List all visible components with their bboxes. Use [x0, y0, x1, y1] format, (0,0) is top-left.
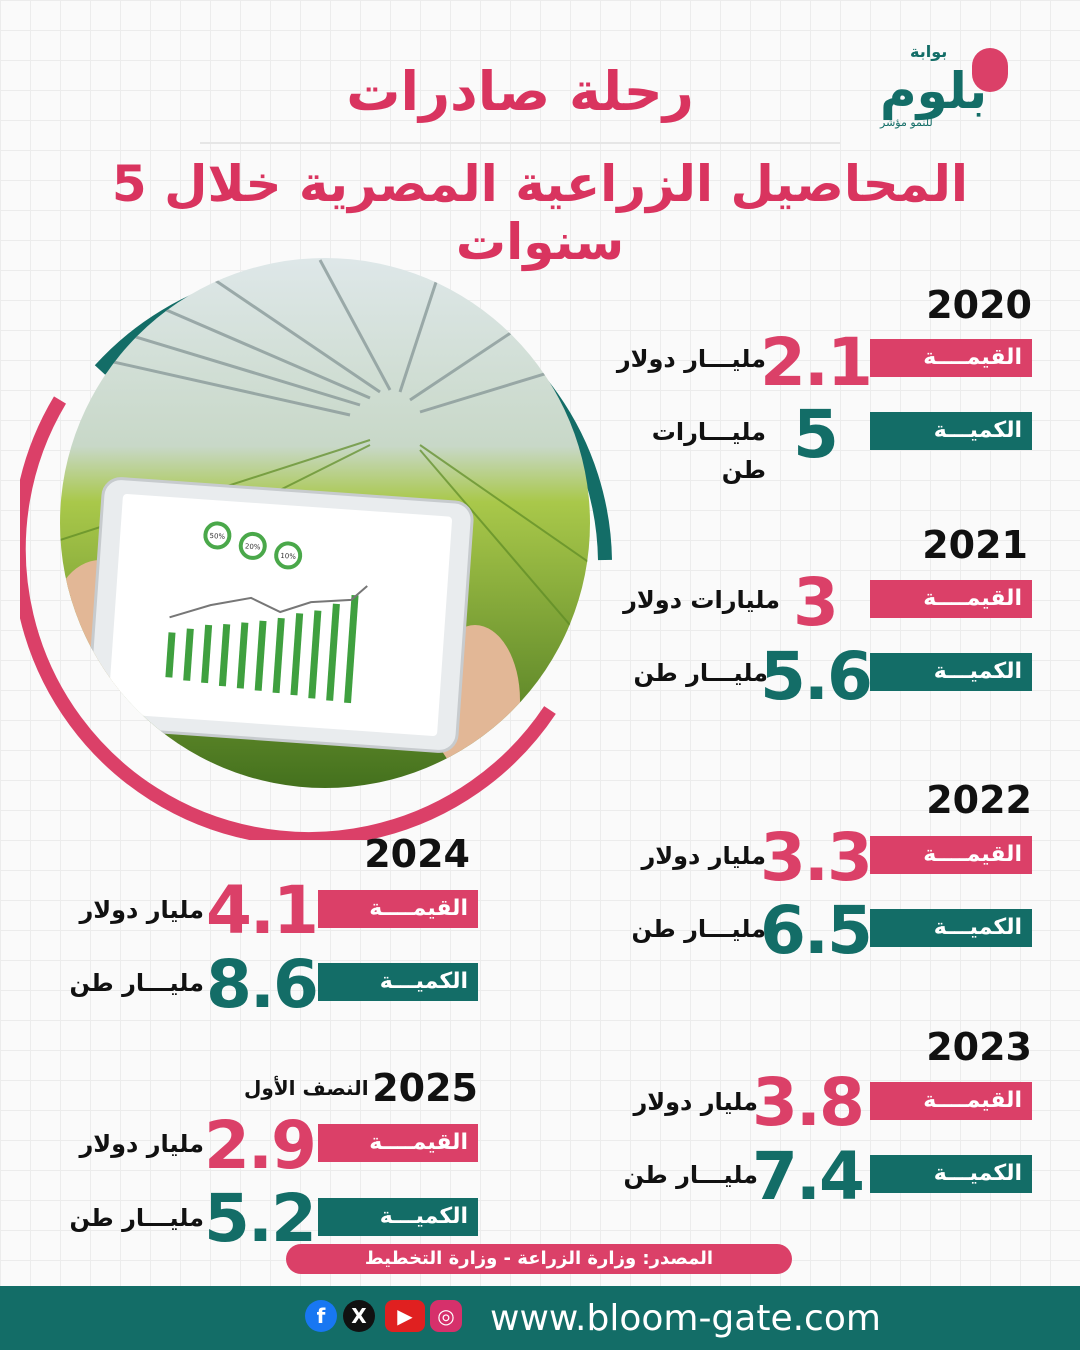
- tablet-badge: 20%: [245, 542, 261, 551]
- year-2022: 2022: [926, 778, 1032, 822]
- greenhouse-photo: 50% 20% 10%: [20, 258, 612, 840]
- value-label: القيمــــة: [870, 1082, 1032, 1120]
- facebook-icon[interactable]: f: [305, 1300, 337, 1332]
- year-2020: 2020: [926, 283, 1032, 327]
- value-number-2024: 4.1: [206, 872, 319, 949]
- quantity-unit-2021: مليـــار طن: [633, 659, 768, 687]
- quantity-number-2024: 8.6: [206, 946, 319, 1023]
- instagram-icon[interactable]: ◎: [430, 1300, 462, 1332]
- quantity-number-2025: 5.2: [204, 1180, 317, 1257]
- value-number-2020: 2.1: [760, 324, 873, 401]
- value-unit-2020: مليـــار دولار: [616, 345, 766, 373]
- quantity-unit-2022: مليـــار طن: [631, 915, 766, 943]
- value-label: القيمــــة: [318, 890, 478, 928]
- quantity-number-2023: 7.4: [752, 1138, 865, 1215]
- year-2025: 2025: [372, 1066, 478, 1110]
- year-2024: 2024: [364, 832, 470, 876]
- quantity-number-2020: 5: [793, 396, 839, 473]
- quantity-label: الكميـــة: [870, 653, 1032, 691]
- value-number-2022: 3.3: [760, 819, 873, 896]
- quantity-number-2021: 5.6: [760, 638, 873, 715]
- year-2021: 2021: [922, 523, 1028, 567]
- bloom-logo: بوابة بلوم للنمو مؤشر: [870, 42, 1030, 132]
- quantity-label: الكميـــة: [870, 1155, 1032, 1193]
- value-unit-2024: مليار دولار: [79, 896, 204, 924]
- tablet-badge: 50%: [209, 532, 225, 541]
- quantity-label: الكميـــة: [870, 909, 1032, 947]
- year-2023: 2023: [926, 1025, 1032, 1069]
- quantity-unit-2023: مليـــار طن: [623, 1161, 758, 1189]
- quantity-unit-2020: مليـــارات طن: [651, 418, 766, 484]
- website-link[interactable]: www.bloom-gate.com: [490, 1298, 881, 1339]
- value-number-2025: 2.9: [204, 1107, 317, 1184]
- tablet: 50% 20% 10%: [86, 477, 474, 753]
- value-unit-2022: مليار دولار: [641, 842, 766, 870]
- tablet-badge: 10%: [280, 552, 296, 561]
- title-line2: المحاصيل الزراعية المصرية خلال 5 سنوات: [111, 155, 969, 271]
- logo-small-text: بوابة: [910, 42, 948, 61]
- title-line1: رحلة صادرات: [346, 60, 694, 123]
- quantity-unit-2025: مليـــار طن: [69, 1204, 204, 1232]
- footer-bar: [0, 1286, 1080, 1350]
- half-year-note: النصف الأول: [244, 1076, 369, 1100]
- value-number-2021: 3: [793, 564, 839, 641]
- microphone-icon: [972, 48, 1008, 92]
- quantity-unit-2024: مليـــار طن: [69, 969, 204, 997]
- value-label: القيمــــة: [318, 1124, 478, 1162]
- value-unit-2025: مليار دولار: [79, 1130, 204, 1158]
- title-divider: [200, 142, 840, 144]
- youtube-icon[interactable]: ▶: [385, 1300, 425, 1332]
- quantity-number-2022: 6.5: [760, 892, 873, 969]
- quantity-label: الكميـــة: [318, 1198, 478, 1236]
- pink-arc: [20, 396, 556, 840]
- source-note: المصدر: وزارة الزراعة - وزارة التخطيط: [286, 1244, 792, 1274]
- value-label: القيمــــة: [870, 580, 1032, 618]
- quantity-label: الكميـــة: [870, 412, 1032, 450]
- quantity-label: الكميـــة: [318, 963, 478, 1001]
- value-label: القيمــــة: [870, 836, 1032, 874]
- logo-tagline: للنمو مؤشر: [880, 116, 933, 129]
- logo-main-text: بلوم: [880, 62, 988, 120]
- x-icon[interactable]: X: [343, 1300, 375, 1332]
- value-unit-2021: مليارات دولار: [623, 586, 780, 614]
- value-number-2023: 3.8: [752, 1064, 865, 1141]
- value-label: القيمــــة: [870, 339, 1032, 377]
- value-unit-2023: مليار دولار: [633, 1088, 758, 1116]
